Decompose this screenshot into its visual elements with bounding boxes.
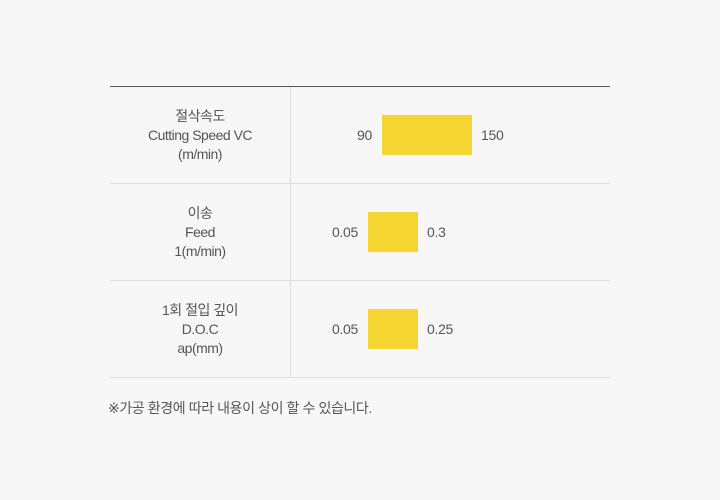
row-label: 1회 절입 깊이 D.O.C ap(mm) [110,281,291,377]
range-bar [368,309,418,349]
range-min: 0.05 [331,321,358,337]
label-unit: ap(mm) [177,339,223,356]
label-ko: 이송 [187,204,213,221]
label-en: Cutting Speed VC [147,126,253,143]
table-row-feed: 이송 Feed 1(m/min) 0.05 0.3 [110,184,610,281]
label-unit: 1(m/min) [174,242,226,259]
label-unit: (m/min) [178,145,222,162]
label-en: Feed [185,223,215,240]
range-bar [382,115,472,155]
range-min: 0.05 [331,224,358,240]
range-bar [368,212,418,252]
table-row-doc: 1회 절입 깊이 D.O.C ap(mm) 0.05 0.25 [110,281,610,378]
label-ko: 절삭속도 [175,107,225,124]
row-label: 절삭속도 Cutting Speed VC (m/min) [110,87,291,183]
cutting-conditions-table: 절삭속도 Cutting Speed VC (m/min) 90 150 이송 … [110,86,610,378]
label-en: D.O.C [181,320,219,337]
range-max: 150 [481,127,504,143]
range-min: 90 [357,127,372,143]
label-ko: 1회 절입 깊이 [162,301,238,318]
range-max: 0.3 [427,224,446,240]
row-label: 이송 Feed 1(m/min) [110,184,291,280]
range-max: 0.25 [427,321,454,337]
table-row-cutting-speed: 절삭속도 Cutting Speed VC (m/min) 90 150 [110,87,610,184]
footnote: ※가공 환경에 따라 내용이 상이 할 수 있습니다. [108,400,372,416]
